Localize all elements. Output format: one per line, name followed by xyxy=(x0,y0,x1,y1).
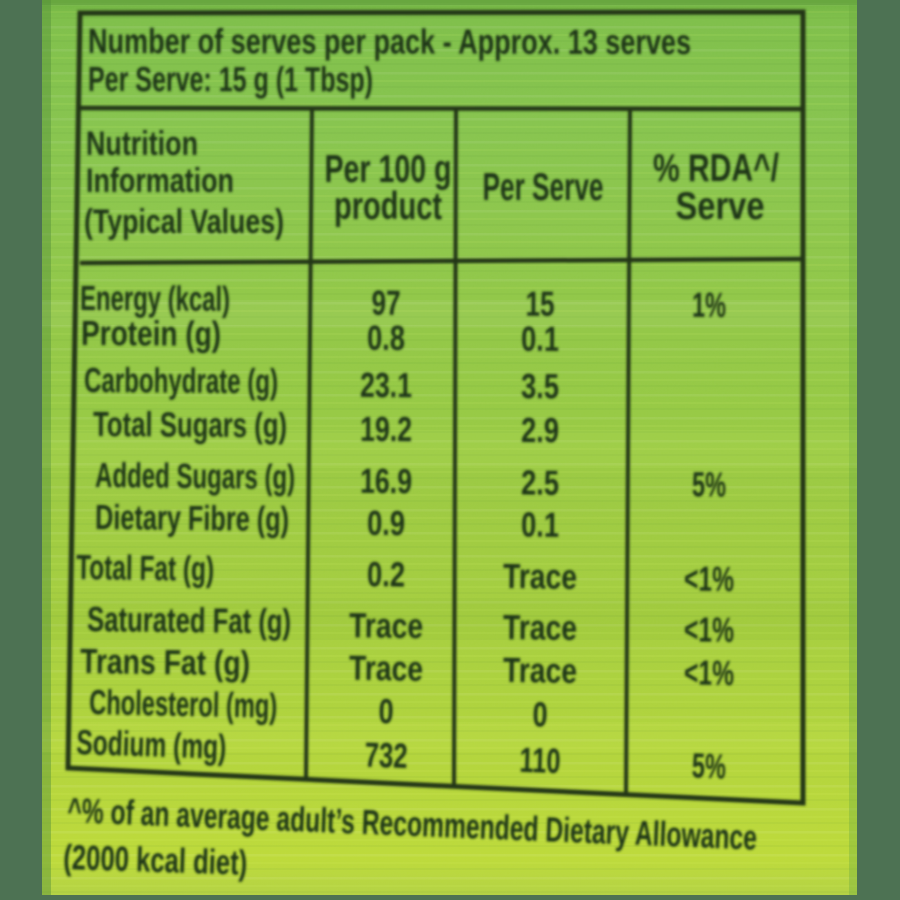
svg-text:732: 732 xyxy=(364,736,408,776)
svg-text:Sodium (mg): Sodium (mg) xyxy=(76,723,227,767)
svg-text:<1%: <1% xyxy=(684,559,735,599)
svg-text:15: 15 xyxy=(525,285,554,324)
svg-text:Carbohydrate (g): Carbohydrate (g) xyxy=(84,361,278,401)
svg-text:Saturated Fat (g): Saturated Fat (g) xyxy=(87,600,291,641)
svg-text:Trace: Trace xyxy=(503,651,578,691)
svg-text:5%: 5% xyxy=(692,465,726,504)
svg-text:Trace: Trace xyxy=(503,557,578,597)
svg-text:0: 0 xyxy=(532,695,548,734)
svg-text:Dietary Fibre (g): Dietary Fibre (g) xyxy=(95,498,289,539)
svg-text:Nutrition: Nutrition xyxy=(86,125,198,163)
svg-text:Total Sugars (g): Total Sugars (g) xyxy=(93,405,287,445)
svg-text:0.8: 0.8 xyxy=(367,319,405,358)
svg-text:Protein (g): Protein (g) xyxy=(81,314,221,354)
svg-text:0.1: 0.1 xyxy=(521,320,559,359)
svg-text:(2000 kcal diet): (2000 kcal diet) xyxy=(63,838,248,883)
svg-text:0.2: 0.2 xyxy=(367,555,406,595)
svg-text:Cholesterol (mg): Cholesterol (mg) xyxy=(89,683,278,726)
svg-text:Per Serve: 15 g (1 Tbsp): Per Serve: 15 g (1 Tbsp) xyxy=(88,60,373,99)
svg-text:Number of serves per pack - Ap: Number of serves per pack - Approx. 13 s… xyxy=(88,22,691,62)
svg-text:Energy (kcal): Energy (kcal) xyxy=(80,279,230,319)
svg-text:(Typical Values): (Typical Values) xyxy=(84,203,284,241)
svg-text:<1%: <1% xyxy=(684,653,735,693)
svg-text:0.1: 0.1 xyxy=(521,505,559,544)
svg-text:Added Sugars (g): Added Sugars (g) xyxy=(95,456,295,497)
svg-text:0: 0 xyxy=(378,692,394,731)
svg-text:Total Fat (g): Total Fat (g) xyxy=(76,548,215,589)
svg-text:<1%: <1% xyxy=(684,610,734,650)
svg-text:16.9: 16.9 xyxy=(360,462,412,502)
svg-text:19.2: 19.2 xyxy=(360,410,412,449)
svg-text:2.5: 2.5 xyxy=(521,463,559,502)
svg-text:% RDA^/: % RDA^/ xyxy=(653,147,779,190)
svg-text:5%: 5% xyxy=(691,746,726,786)
svg-text:Trace: Trace xyxy=(349,649,424,689)
svg-text:Information: Information xyxy=(86,162,234,200)
svg-text:110: 110 xyxy=(519,741,561,781)
svg-text:product: product xyxy=(334,185,442,228)
svg-text:Trace: Trace xyxy=(503,608,577,648)
svg-text:Per Serve: Per Serve xyxy=(483,166,604,209)
svg-text:0.9: 0.9 xyxy=(367,504,405,543)
svg-text:Trans Fat (g): Trans Fat (g) xyxy=(80,642,251,683)
svg-text:Per 100 g: Per 100 g xyxy=(325,148,452,191)
svg-text:Serve: Serve xyxy=(676,185,765,228)
svg-text:2.9: 2.9 xyxy=(521,411,559,450)
svg-text:3.5: 3.5 xyxy=(521,367,559,406)
svg-text:Trace: Trace xyxy=(349,606,423,646)
svg-text:97: 97 xyxy=(371,284,400,323)
svg-text:23.1: 23.1 xyxy=(360,366,412,405)
svg-text:1%: 1% xyxy=(692,286,726,325)
